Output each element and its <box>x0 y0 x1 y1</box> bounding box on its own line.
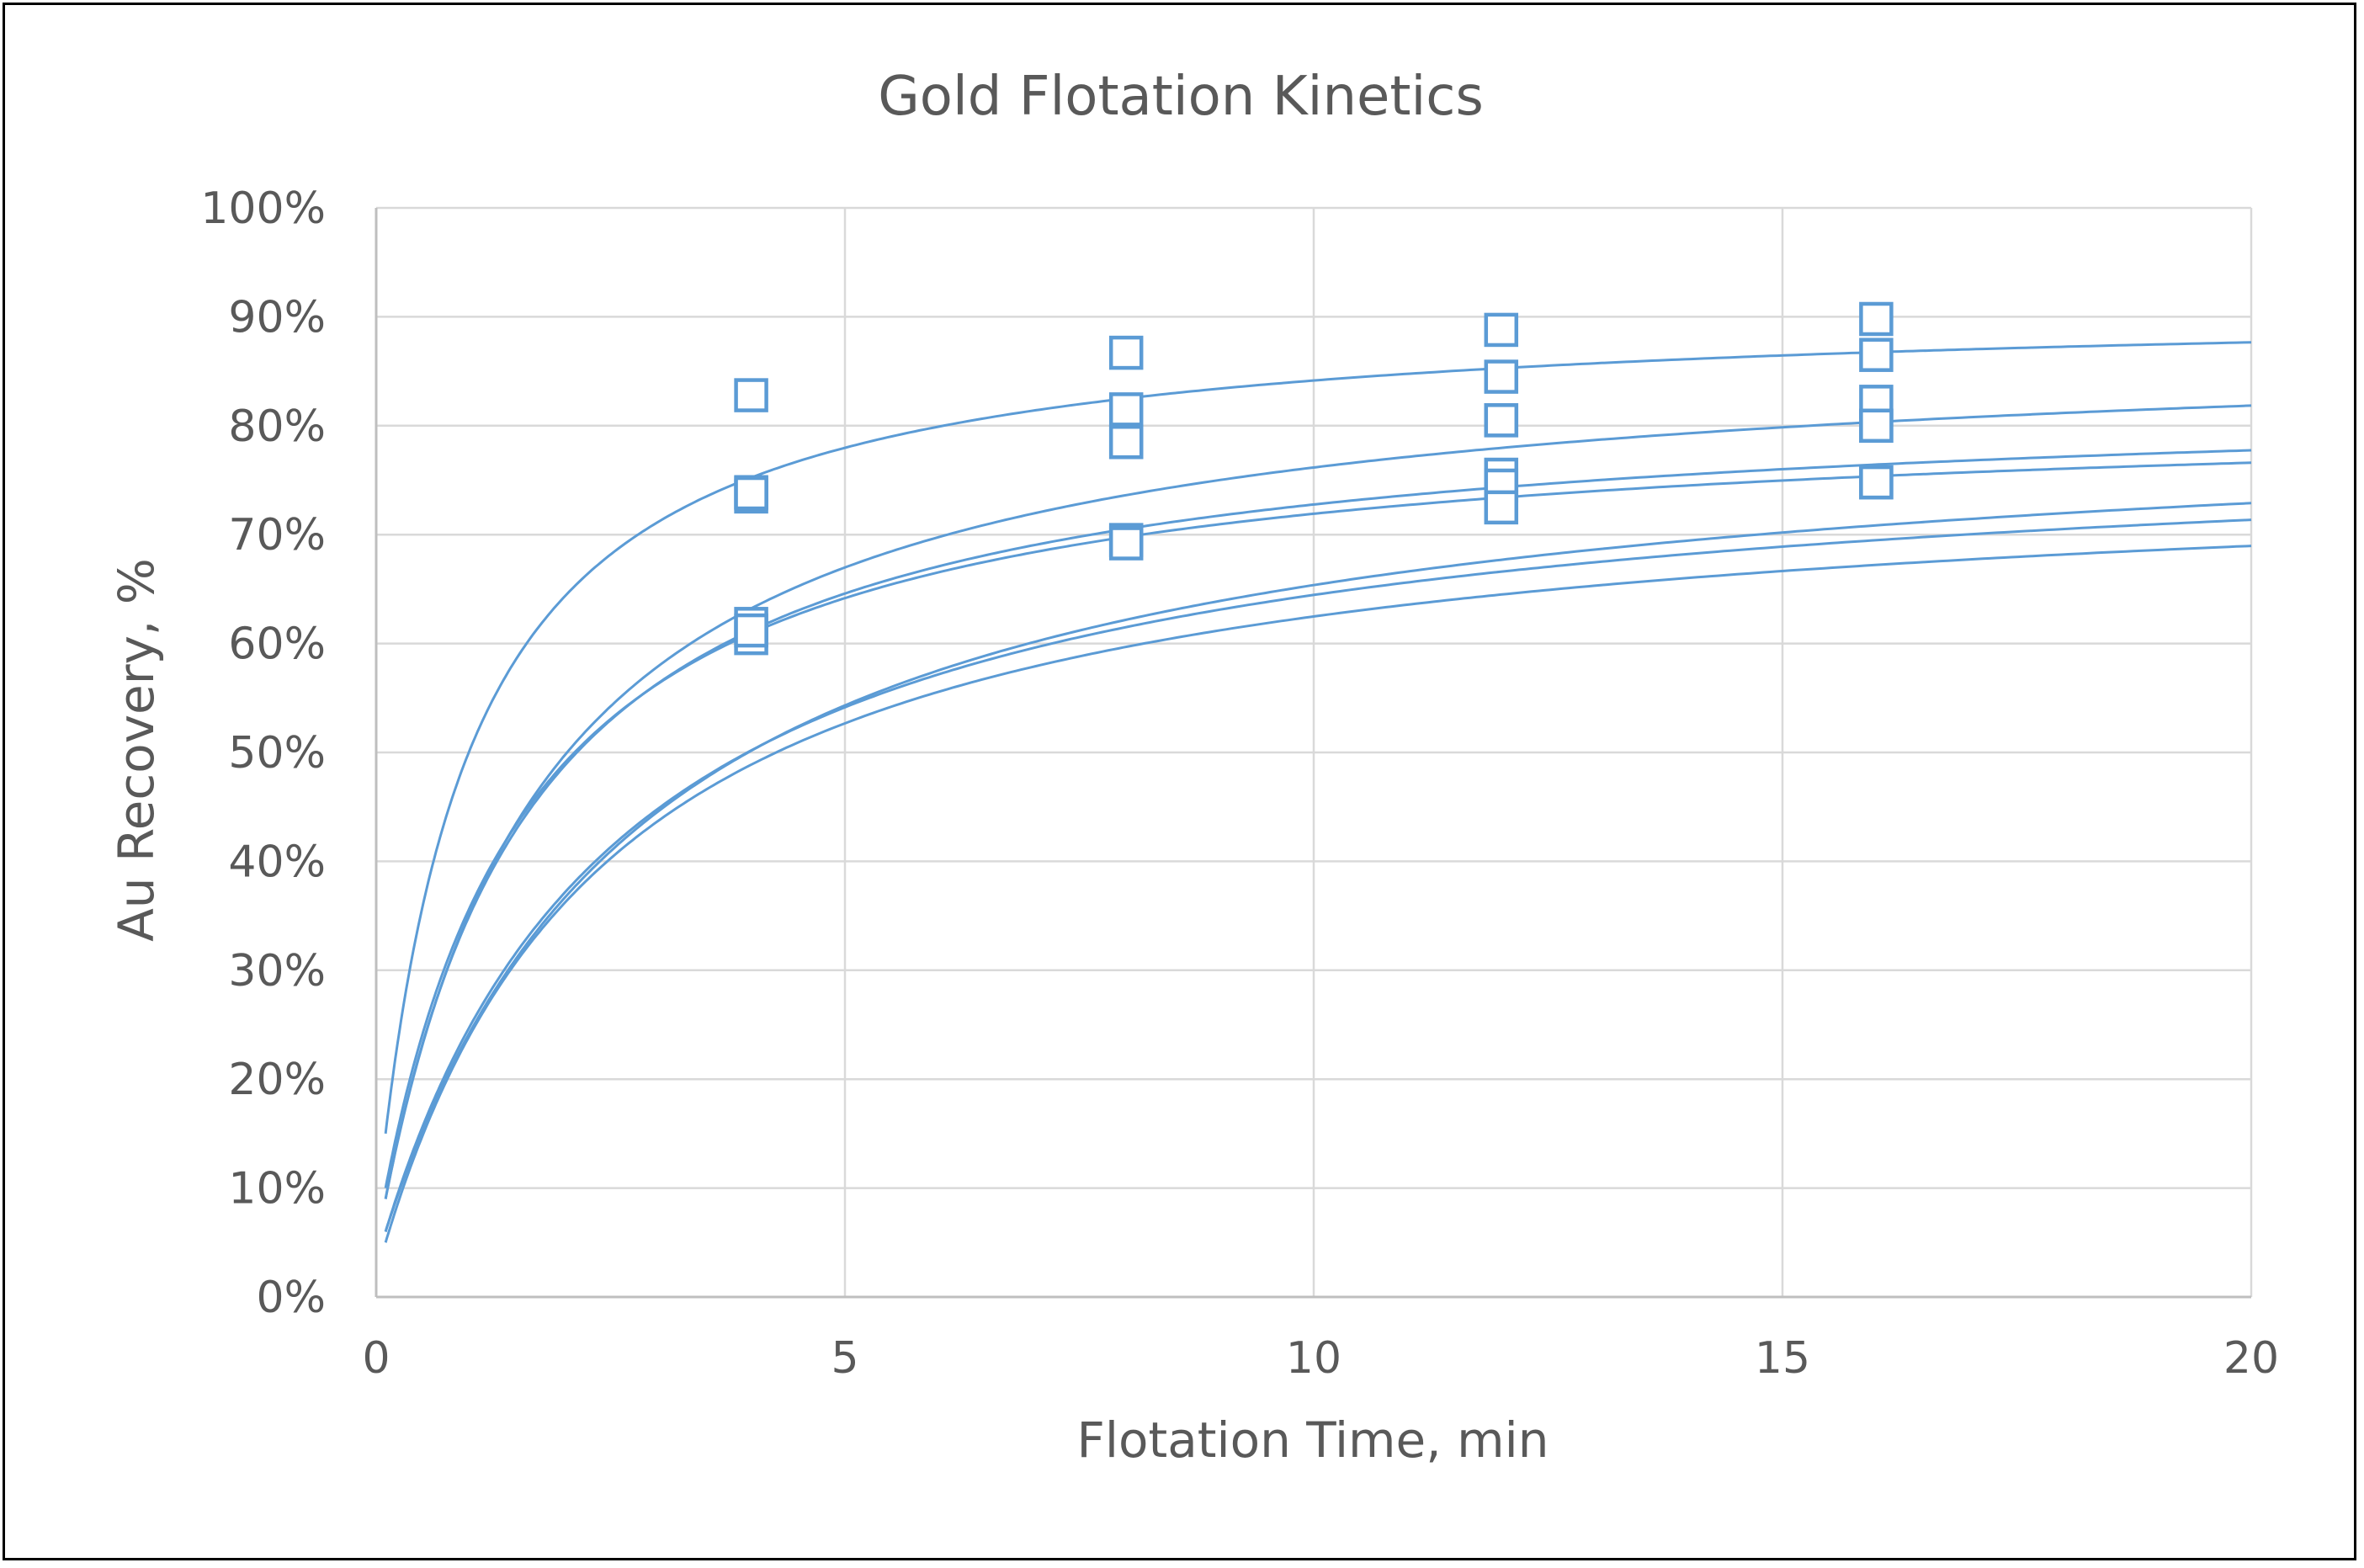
data-point-marker <box>1859 408 1894 444</box>
y-tick-label: 60% <box>228 619 326 670</box>
fit-curve <box>384 545 2252 1243</box>
data-point-marker <box>1484 312 1519 348</box>
y-tick-label: 90% <box>228 292 326 343</box>
y-tick-labels: 0% 10% 20% 30% 40% 50% 60% 70% 80% 90% 100% <box>200 183 326 1323</box>
axes <box>375 208 2251 1299</box>
y-tick-label: 70% <box>228 510 326 561</box>
data-point-marker <box>1484 403 1519 438</box>
y-tick-label: 100% <box>200 183 326 234</box>
x-axis-title: Flotation Time, min <box>1077 1411 1549 1469</box>
data-point-marker <box>1108 526 1144 561</box>
data-point-marker <box>734 476 768 511</box>
data-point-marker <box>1484 490 1519 525</box>
x-tick-labels: 0 5 10 15 20 <box>362 1333 2279 1384</box>
fit-curve <box>384 449 2252 1199</box>
data-point-marker <box>1859 465 1894 500</box>
fit-curve <box>384 461 2252 1188</box>
x-tick-label: 15 <box>1755 1333 1810 1384</box>
chart-title: Gold Flotation Kinetics <box>878 66 1484 128</box>
y-tick-label: 80% <box>228 401 326 452</box>
x-tick-label: 20 <box>2223 1333 2279 1384</box>
flotation-chart: Gold Flotation Kinetics 0%10%20%30%40%50… <box>108 66 2279 1469</box>
x-tick-label: 10 <box>1286 1333 1341 1384</box>
fit-curve <box>384 518 2252 1232</box>
grid-lines <box>376 206 2253 1297</box>
y-tick-label: 20% <box>228 1055 326 1105</box>
y-tick-label: 0% <box>257 1273 327 1323</box>
y-tick-label: 50% <box>228 728 326 779</box>
x-tick-label: 5 <box>831 1333 858 1384</box>
y-tick-label: 10% <box>228 1164 326 1215</box>
data-point-marker <box>1859 301 1894 337</box>
data-point-marker <box>1108 335 1144 370</box>
data-point-marker <box>734 378 768 412</box>
fit-curves <box>384 341 2252 1243</box>
y-tick-label: 30% <box>228 946 326 997</box>
data-markers <box>734 301 1894 656</box>
y-axis-title: Au Recovery, % <box>108 558 165 942</box>
data-point-marker <box>1108 392 1144 427</box>
fit-curve <box>384 341 2252 1135</box>
fit-curve <box>384 502 2252 1232</box>
y-tick-label: 40% <box>228 837 326 887</box>
x-tick-label: 0 <box>362 1333 390 1384</box>
data-point-marker <box>1484 359 1519 394</box>
data-point-marker <box>1108 424 1144 460</box>
data-point-marker <box>734 613 768 648</box>
chart-frame: Gold Flotation Kinetics 0% 10% 20% 30% 40% 50… <box>3 3 2356 1560</box>
data-point-marker <box>1859 338 1894 372</box>
